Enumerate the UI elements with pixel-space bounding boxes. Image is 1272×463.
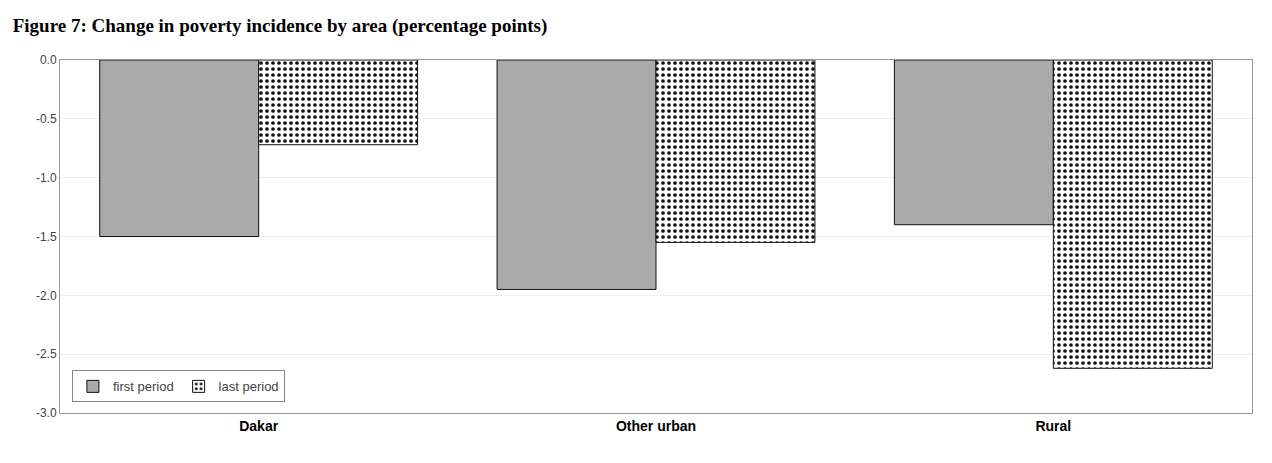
svg-text:-1.0: -1.0 xyxy=(36,171,57,185)
svg-text:-2.0: -2.0 xyxy=(36,289,57,303)
svg-text:Other urban: Other urban xyxy=(616,418,696,434)
svg-text:-0.5: -0.5 xyxy=(36,112,57,126)
svg-text:-1.5: -1.5 xyxy=(36,230,57,244)
svg-text:first period: first period xyxy=(113,379,174,394)
svg-text:Rural: Rural xyxy=(1035,418,1071,434)
svg-text:Dakar: Dakar xyxy=(239,418,278,434)
svg-text:-2.5: -2.5 xyxy=(36,347,57,361)
svg-text:Figure 7: Change in poverty in: Figure 7: Change in poverty incidence by… xyxy=(13,15,548,37)
svg-text:-3.0: -3.0 xyxy=(36,406,57,420)
svg-text:last period: last period xyxy=(219,379,279,394)
svg-text:0.0: 0.0 xyxy=(40,53,57,67)
